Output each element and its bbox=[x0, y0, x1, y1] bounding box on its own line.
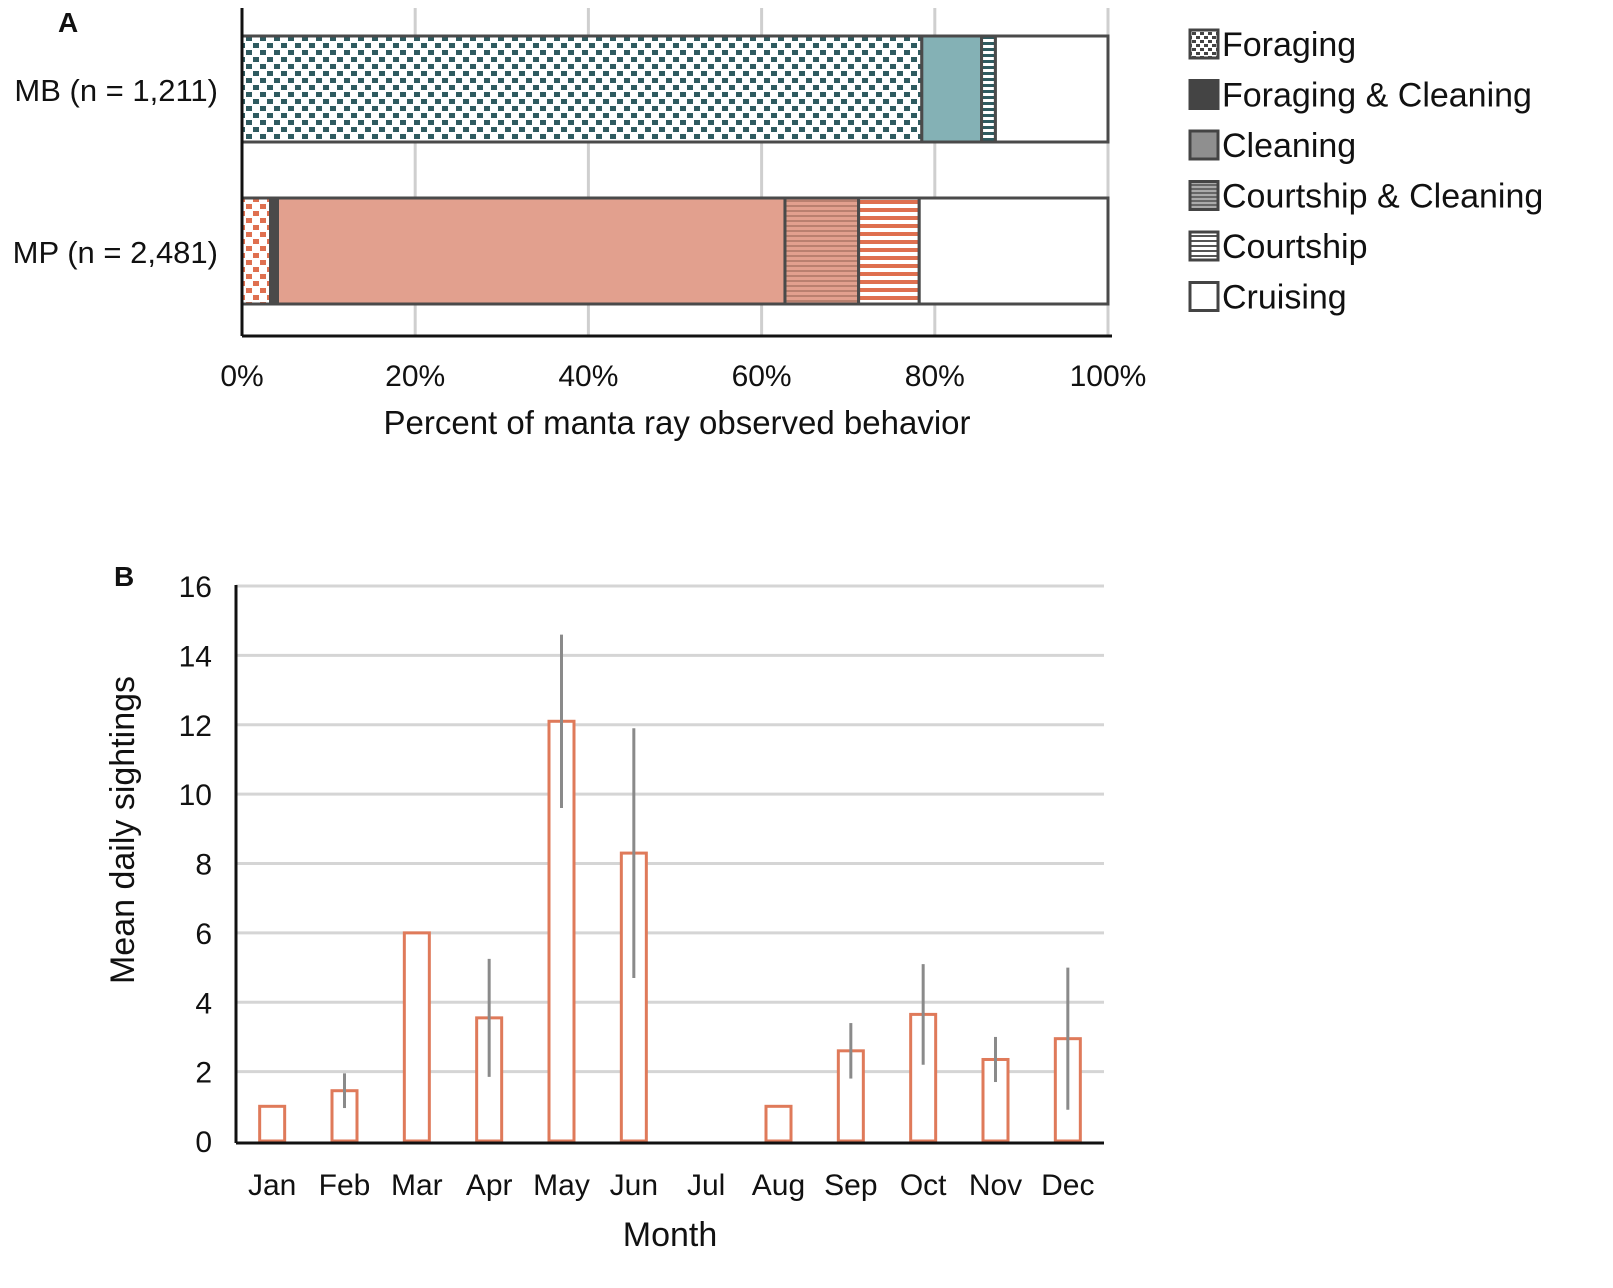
panel-b: B 0 2 4 6 8 10 12 14 16 Jan Feb Mar Apr May Jun Jul Aug… bbox=[104, 561, 1104, 1254]
panel-a-category-labels: MB (n = 1,211) MP (n = 2,481) bbox=[13, 73, 218, 270]
bar-mb-foraging bbox=[240, 34, 924, 144]
panel-a-bars bbox=[240, 34, 1110, 306]
panel-b-y-tick-8: 8 bbox=[195, 849, 212, 882]
bar-aug bbox=[764, 1104, 793, 1143]
bar-mp-cruising bbox=[917, 196, 1110, 306]
bar-mar bbox=[402, 931, 431, 1143]
panel-b-x-tick-labels: Jan Feb Mar Apr May Jun Jul Aug Sep Oct Nov Dec bbox=[248, 1169, 1095, 1202]
panel-a: A MB (n = 1,211) MP (n = 2,481) 0% 20% 40% 6… bbox=[13, 7, 1544, 441]
legend-label-courtship: Courtship bbox=[1222, 228, 1368, 266]
panel-b-gridlines bbox=[236, 584, 1104, 1074]
x-tick-aug: Aug bbox=[752, 1169, 805, 1202]
x-tick-may: May bbox=[533, 1169, 590, 1202]
legend-swatch-cleaning bbox=[1188, 129, 1220, 161]
x-tick-apr: Apr bbox=[466, 1169, 513, 1202]
panel-b-y-tick-labels: 0 2 4 6 8 10 12 14 16 bbox=[179, 571, 212, 1159]
legend-swatch-foraging-cleaning bbox=[1188, 79, 1220, 110]
panel-b-error-bars bbox=[343, 634, 1070, 1110]
panel-a-x-tick-60: 60% bbox=[732, 360, 792, 393]
panel-b-y-tick-14: 14 bbox=[179, 640, 212, 673]
bar-nov bbox=[981, 1057, 1010, 1143]
panel-b-y-tick-16: 16 bbox=[179, 571, 212, 604]
bar-mp-foraging bbox=[240, 196, 273, 306]
panel-b-letter: B bbox=[114, 561, 134, 592]
x-tick-sep: Sep bbox=[824, 1169, 877, 1202]
panel-b-y-axis-label: Mean daily sightings bbox=[104, 676, 142, 984]
legend-label-foraging-cleaning: Foraging & Cleaning bbox=[1222, 77, 1532, 115]
panel-b-y-tick-6: 6 bbox=[195, 918, 212, 951]
bar-mb-cruising bbox=[993, 34, 1110, 144]
panel-a-x-tick-40: 40% bbox=[558, 360, 618, 393]
x-tick-jun: Jun bbox=[610, 1169, 658, 1202]
legend-label-cruising: Cruising bbox=[1222, 279, 1347, 317]
panel-a-x-tick-0: 0% bbox=[220, 360, 263, 393]
legend-label-courtship-cleaning: Courtship & Cleaning bbox=[1222, 178, 1543, 216]
legend-swatch-courtship bbox=[1188, 230, 1220, 262]
legend-swatch-cruising bbox=[1188, 281, 1220, 312]
legend-swatch-courtship-cleaning bbox=[1188, 180, 1220, 211]
x-tick-jul: Jul bbox=[687, 1169, 725, 1202]
category-label-mp: MP (n = 2,481) bbox=[13, 235, 218, 270]
legend-label-cleaning: Cleaning bbox=[1222, 127, 1356, 165]
bar-jan bbox=[258, 1104, 287, 1143]
legend-swatch-foraging bbox=[1188, 28, 1220, 60]
bar-mp-courtship-cleaning bbox=[783, 196, 861, 306]
x-tick-jan: Jan bbox=[248, 1169, 296, 1202]
bar-mp-courtship bbox=[857, 196, 921, 306]
bar-mp-cleaning bbox=[276, 196, 787, 306]
x-tick-nov: Nov bbox=[969, 1169, 1022, 1202]
panel-a-x-tick-labels: 0% 20% 40% 60% 80% 100% bbox=[220, 360, 1146, 393]
panel-b-y-tick-12: 12 bbox=[179, 710, 212, 743]
x-tick-mar: Mar bbox=[391, 1169, 443, 1202]
x-tick-oct: Oct bbox=[900, 1169, 947, 1202]
panel-b-x-axis-label: Month bbox=[623, 1216, 718, 1254]
x-tick-feb: Feb bbox=[319, 1169, 371, 1202]
category-label-mb: MB (n = 1,211) bbox=[14, 73, 218, 108]
panel-b-y-tick-0: 0 bbox=[195, 1126, 212, 1159]
panel-a-x-tick-100: 100% bbox=[1070, 360, 1147, 393]
bar-mb-cleaning bbox=[920, 34, 984, 144]
bar-mb-courtship bbox=[980, 34, 997, 144]
legend-label-foraging: Foraging bbox=[1222, 26, 1356, 64]
panel-a-x-tick-20: 20% bbox=[385, 360, 445, 393]
panel-a-legend: Foraging Foraging & Cleaning Cleaning Court… bbox=[1188, 26, 1543, 317]
panel-b-y-tick-2: 2 bbox=[195, 1057, 212, 1090]
x-tick-dec: Dec bbox=[1041, 1169, 1094, 1202]
panel-b-y-tick-10: 10 bbox=[179, 779, 212, 812]
panel-b-y-tick-4: 4 bbox=[195, 987, 212, 1020]
panel-b-bars bbox=[258, 719, 1082, 1143]
panel-a-x-axis-label: Percent of manta ray observed behavior bbox=[384, 404, 971, 441]
panel-a-x-tick-80: 80% bbox=[905, 360, 965, 393]
panel-a-letter: A bbox=[58, 7, 78, 38]
